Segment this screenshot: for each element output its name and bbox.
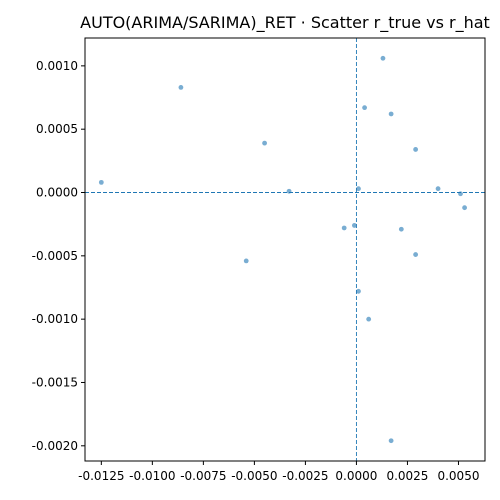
scatter-point [356, 288, 361, 294]
y-tick-label: 0.0005 [36, 122, 78, 136]
scatter-point [362, 105, 367, 111]
scatter-point [262, 140, 267, 146]
y-tick-label: 0.0010 [36, 59, 78, 73]
y-tick-label: -0.0010 [32, 312, 78, 326]
scatter-point [98, 179, 104, 185]
scatter-point [356, 186, 361, 192]
x-tick-label: -0.0075 [180, 469, 226, 483]
x-tick-label: 0.0050 [437, 469, 479, 483]
scatter-point [178, 84, 184, 90]
scatter-point [413, 252, 419, 257]
scatter-point [341, 225, 347, 231]
scatter-point [388, 438, 394, 444]
scatter-point [462, 205, 467, 211]
plot-area: -0.0125 -0.0100 -0.0075 -0.0050 -0.0025 0.000… [32, 38, 485, 483]
chart-title: AUTO(ARIMA/SARIMA)_RET · Scatter r_true … [80, 13, 490, 33]
axes-frame [84, 37, 486, 462]
x-tick-label: -0.0100 [129, 469, 175, 483]
y-tick-label: -0.0005 [32, 249, 78, 263]
x-tick-label: -0.0050 [231, 469, 277, 483]
y-tick-label: -0.0020 [32, 439, 78, 453]
scatter-point [388, 111, 394, 117]
scatter-point [351, 223, 357, 228]
scatter-point [243, 258, 249, 264]
scatter-point [413, 147, 419, 152]
y-tick-label: -0.0015 [32, 375, 78, 389]
y-tick-label: 0.0000 [36, 186, 78, 200]
scatter-point [380, 55, 386, 61]
scatter-point [398, 226, 404, 232]
x-tick-label: 0.0000 [335, 469, 377, 483]
x-tick-label: -0.0025 [282, 469, 328, 483]
scatter-point [366, 316, 372, 322]
scatter-point [458, 191, 463, 197]
x-tick-label: 0.0025 [386, 469, 428, 483]
scatter-point [286, 188, 292, 194]
x-tick-label: -0.0125 [78, 469, 124, 483]
scatter-point [435, 186, 441, 192]
